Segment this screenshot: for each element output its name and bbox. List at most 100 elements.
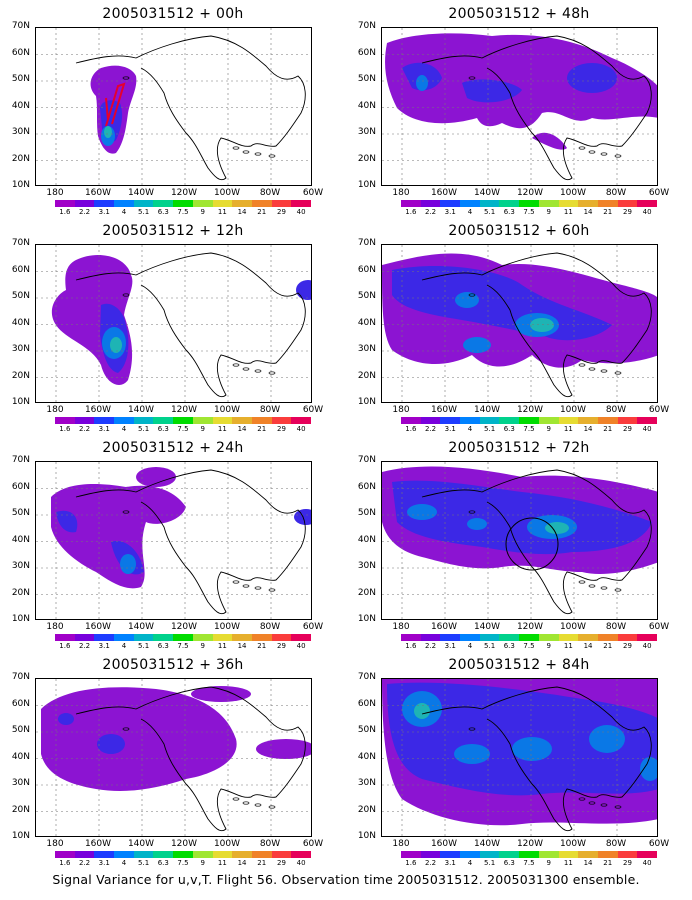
- island: [242, 584, 250, 588]
- colorbar-swatch: [55, 851, 75, 858]
- longitude-label: 160W: [430, 839, 458, 849]
- colorbar-swatch: [460, 417, 480, 424]
- latitude-label: 70N: [357, 238, 376, 248]
- longitude-label: 180: [392, 405, 410, 415]
- longitude-label: 120W: [516, 622, 544, 632]
- latitude-label: 40N: [11, 100, 30, 111]
- longitude-label: 120W: [516, 405, 544, 415]
- latitude-label: 50N: [357, 508, 376, 518]
- longitude-label: 120W: [516, 188, 544, 198]
- colorbar-swatch: [597, 417, 618, 424]
- latitude-label: 70N: [11, 238, 30, 248]
- colorbar-label: 40: [642, 642, 652, 650]
- colorbar-label: 29: [276, 859, 286, 867]
- colorbar-swatch: [460, 851, 480, 858]
- longitude-label: 180: [46, 622, 64, 632]
- map-panel: 2005031512 + 72h 70N 60N 50N 40N 30N 20N 10N 180…: [346, 434, 692, 650]
- colorbar-label: 9: [546, 859, 551, 867]
- colorbar-label: 5.1: [484, 208, 496, 216]
- colorbar-label: 21: [257, 859, 267, 867]
- island: [468, 727, 476, 731]
- variance-contour: [256, 739, 311, 759]
- island: [578, 363, 586, 367]
- colorbar-label: 11: [217, 425, 227, 433]
- latitude-label: 30N: [11, 127, 30, 137]
- colorbar: [55, 417, 311, 424]
- colorbar-label: 5.1: [484, 859, 496, 867]
- island: [468, 510, 476, 514]
- latitude-label: 10N: [11, 614, 30, 624]
- variance-contour: [567, 63, 617, 93]
- colorbar-swatch: [401, 634, 421, 641]
- map-plot: [381, 461, 658, 620]
- longitude-label: 80W: [605, 622, 627, 632]
- longitude-label: 100W: [559, 622, 587, 632]
- variance-map: [36, 462, 311, 619]
- colorbar-label: 6.3: [157, 425, 169, 433]
- latitude-label: 30N: [11, 561, 30, 571]
- colorbar-swatch: [637, 417, 657, 424]
- variance-map: [382, 462, 657, 619]
- latitude-label: 40N: [11, 317, 30, 328]
- colorbar-swatch: [212, 634, 233, 641]
- colorbar-label: 5.1: [138, 642, 150, 650]
- colorbar-label: 1.6: [59, 859, 71, 867]
- colorbar-swatch: [271, 634, 292, 641]
- island: [268, 588, 276, 592]
- longitude-label: 180: [46, 839, 64, 849]
- colorbar-swatch: [74, 417, 95, 424]
- colorbar-label: 21: [257, 642, 267, 650]
- colorbar-label: 3.1: [444, 208, 456, 216]
- colorbar-label: 14: [583, 859, 593, 867]
- longitude-label: 80W: [259, 622, 281, 632]
- colorbar-swatch: [212, 417, 233, 424]
- colorbar-swatch: [232, 200, 252, 207]
- longitude-label: 100W: [559, 405, 587, 415]
- colorbar-swatch: [519, 200, 539, 207]
- variance-contour: [462, 79, 522, 103]
- colorbar-swatch: [94, 417, 115, 424]
- colorbar-swatch: [420, 200, 441, 207]
- colorbar-swatch: [271, 417, 292, 424]
- colorbar-swatch: [617, 417, 638, 424]
- colorbar-swatch: [153, 417, 174, 424]
- coastline: [421, 469, 652, 615]
- island: [588, 150, 596, 154]
- colorbar-swatch: [479, 851, 500, 858]
- map-plot: [35, 244, 312, 403]
- latitude-label: 70N: [11, 455, 30, 465]
- colorbar-swatch: [114, 851, 134, 858]
- longitude-label: 160W: [430, 622, 458, 632]
- colorbar-label: 21: [257, 425, 267, 433]
- latitude-label: 50N: [11, 508, 30, 518]
- longitude-label: 140W: [127, 839, 155, 849]
- colorbar-label: 6.3: [503, 642, 515, 650]
- variance-contour: [407, 504, 437, 520]
- coastline: [75, 252, 306, 398]
- variance-map: [382, 245, 657, 402]
- colorbar-swatch: [617, 851, 638, 858]
- colorbar-label: 21: [603, 208, 613, 216]
- colorbar-label: 14: [583, 642, 593, 650]
- longitude-label: 60W: [648, 405, 670, 415]
- latitude-label: 10N: [357, 614, 376, 624]
- longitude-label: 140W: [127, 622, 155, 632]
- longitude-label: 80W: [605, 188, 627, 198]
- colorbar-label: 14: [237, 425, 247, 433]
- latitude-label: 20N: [11, 370, 30, 381]
- colorbar-swatch: [74, 634, 95, 641]
- colorbar-label: 40: [296, 642, 306, 650]
- latitude-label: 20N: [11, 587, 30, 598]
- colorbar-swatch: [637, 634, 657, 641]
- longitude-label: 120W: [170, 622, 198, 632]
- variance-contour: [136, 467, 176, 487]
- colorbar-swatch: [420, 851, 441, 858]
- colorbar-label: 21: [603, 859, 613, 867]
- longitude-label: 60W: [302, 405, 324, 415]
- island: [268, 154, 276, 158]
- longitude-label: 80W: [259, 405, 281, 415]
- colorbar-label: 40: [296, 859, 306, 867]
- colorbar-label: 40: [296, 208, 306, 216]
- colorbar-label: 29: [622, 425, 632, 433]
- longitude-label: 80W: [259, 188, 281, 198]
